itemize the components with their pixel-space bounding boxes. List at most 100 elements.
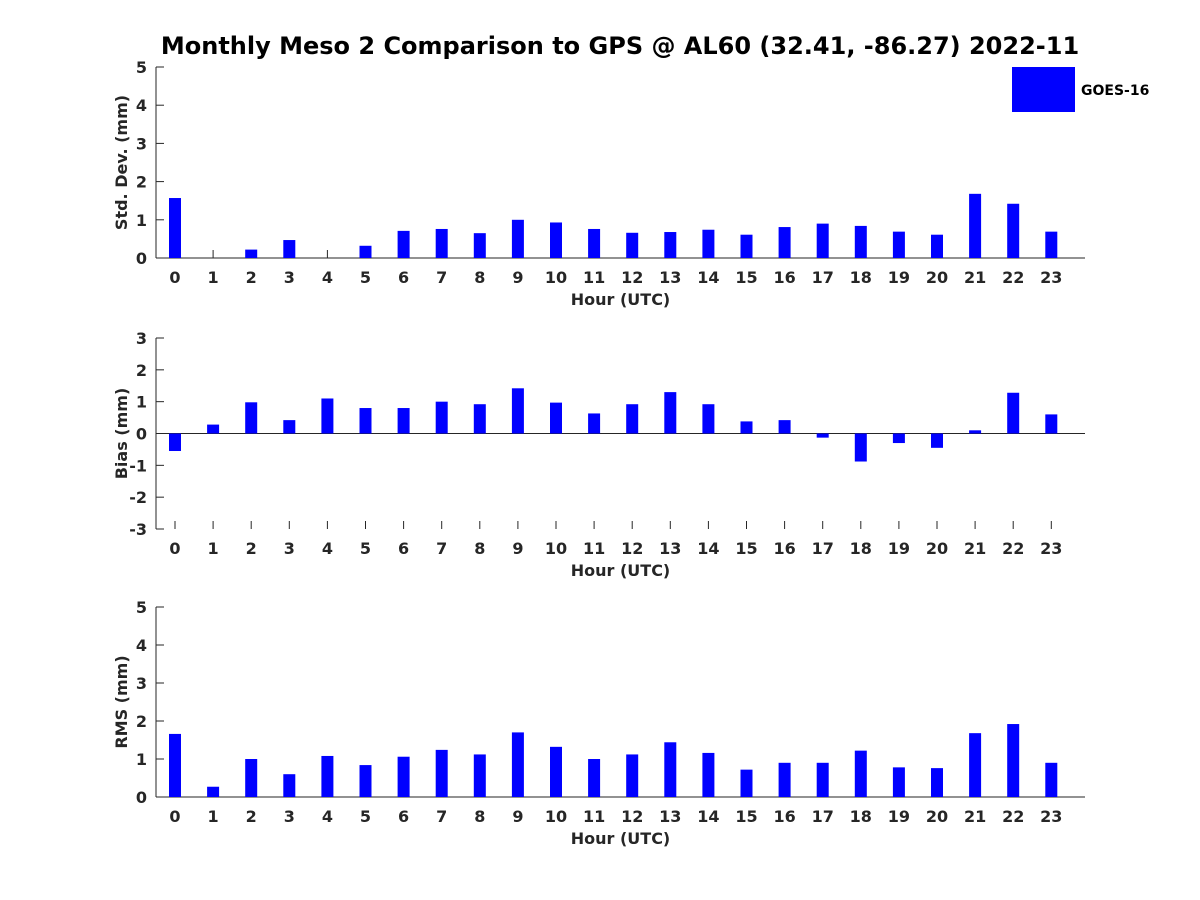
x-tick-label: 13 xyxy=(659,807,681,826)
x-tick-label: 9 xyxy=(512,539,523,558)
bar-hour-8 xyxy=(473,754,486,797)
bar-hour-11 xyxy=(588,228,601,258)
bar-hour-1 xyxy=(207,786,220,797)
bar-hour-4 xyxy=(321,755,334,797)
bar-hour-14 xyxy=(702,404,715,434)
x-tick-label: 8 xyxy=(474,807,485,826)
x-tick-label: 12 xyxy=(621,539,643,558)
x-tick-label: 18 xyxy=(850,268,872,287)
bar-hour-11 xyxy=(588,759,601,797)
legend-label: GOES-16 xyxy=(1081,83,1149,99)
x-tick-label: 17 xyxy=(812,539,834,558)
x-tick-label: 23 xyxy=(1040,539,1062,558)
bar-hour-9 xyxy=(511,219,524,258)
bar-hour-3 xyxy=(283,240,296,258)
bar-hour-8 xyxy=(473,404,486,434)
x-tick-label: 14 xyxy=(697,807,719,826)
x-tick-label: 20 xyxy=(926,807,948,826)
bar-hour-18 xyxy=(854,750,867,797)
y-tick-label: 2 xyxy=(136,712,147,731)
x-tick-label: 16 xyxy=(773,807,795,826)
x-tick-label: 11 xyxy=(583,268,605,287)
bar-hour-9 xyxy=(511,732,524,797)
y-tick-label: 1 xyxy=(136,750,147,769)
y-tick-label: -2 xyxy=(129,488,147,507)
y-tick-label: 3 xyxy=(136,674,147,693)
bar-hour-19 xyxy=(892,433,905,444)
bar-hour-0 xyxy=(169,733,181,797)
bar-hour-15 xyxy=(740,769,753,797)
x-tick-label: 5 xyxy=(360,539,371,558)
bar-hour-8 xyxy=(473,233,486,258)
bar-hour-15 xyxy=(740,234,753,258)
x-axis-label: Hour (UTC) xyxy=(571,829,671,848)
x-tick-label: 16 xyxy=(773,268,795,287)
bar-hour-7 xyxy=(435,228,448,258)
x-tick-label: 12 xyxy=(621,268,643,287)
bar-hour-16 xyxy=(778,762,791,797)
bar-hour-15 xyxy=(740,421,753,434)
bar-hour-18 xyxy=(854,225,867,258)
bar-hour-6 xyxy=(397,230,410,258)
x-tick-label: 19 xyxy=(888,807,910,826)
bar-hour-22 xyxy=(1007,203,1020,258)
bar-hour-0 xyxy=(169,433,181,452)
y-tick-label: 3 xyxy=(136,329,147,348)
x-tick-label: 9 xyxy=(512,268,523,287)
x-tick-label: 13 xyxy=(659,539,681,558)
bar-hour-2 xyxy=(245,249,258,258)
bar-hour-20 xyxy=(931,234,943,258)
bar-hour-12 xyxy=(626,232,639,258)
x-tick-label: 10 xyxy=(545,539,567,558)
bar-hour-19 xyxy=(892,767,905,797)
y-tick-label: 5 xyxy=(136,58,147,77)
x-tick-label: 6 xyxy=(398,539,409,558)
x-tick-label: 7 xyxy=(436,539,447,558)
x-tick-label: 3 xyxy=(284,268,295,287)
bar-hour-5 xyxy=(359,408,372,434)
x-tick-label: 11 xyxy=(583,539,605,558)
x-tick-label: 21 xyxy=(964,807,986,826)
bar-hour-20 xyxy=(931,768,943,797)
bar-hour-22 xyxy=(1007,392,1020,434)
x-tick-label: 8 xyxy=(474,268,485,287)
bar-hour-17 xyxy=(816,223,829,258)
y-tick-label: -1 xyxy=(129,456,147,475)
x-tick-label: 4 xyxy=(322,539,333,558)
y-tick-label: 2 xyxy=(136,361,147,380)
x-tick-label: 9 xyxy=(512,807,523,826)
x-tick-label: 1 xyxy=(208,539,219,558)
bar-hour-23 xyxy=(1045,762,1058,797)
x-tick-label: 19 xyxy=(888,539,910,558)
x-tick-label: 22 xyxy=(1002,807,1024,826)
bar-hour-19 xyxy=(892,231,905,258)
bar-hour-10 xyxy=(550,402,562,434)
x-tick-label: 14 xyxy=(697,539,719,558)
x-tick-label: 15 xyxy=(735,268,757,287)
bar-hour-7 xyxy=(435,401,448,434)
bar-hour-6 xyxy=(397,756,410,797)
x-tick-label: 19 xyxy=(888,268,910,287)
y-axis-label: Bias (mm) xyxy=(112,388,131,480)
x-tick-label: 18 xyxy=(850,807,872,826)
x-tick-label: 4 xyxy=(322,807,333,826)
x-tick-label: 3 xyxy=(284,807,295,826)
x-tick-label: 23 xyxy=(1040,268,1062,287)
bar-hour-13 xyxy=(664,232,677,258)
x-tick-label: 2 xyxy=(246,539,257,558)
x-tick-label: 22 xyxy=(1002,268,1024,287)
legend: GOES-16 xyxy=(1012,67,1149,112)
x-tick-label: 1 xyxy=(208,807,219,826)
x-tick-label: 10 xyxy=(545,268,567,287)
x-tick-label: 3 xyxy=(284,539,295,558)
figure-title: Monthly Meso 2 Comparison to GPS @ AL60 … xyxy=(161,32,1079,60)
x-tick-label: 5 xyxy=(360,807,371,826)
x-tick-label: 1 xyxy=(208,268,219,287)
x-tick-label: 10 xyxy=(545,807,567,826)
bar-hour-11 xyxy=(588,413,601,434)
x-tick-label: 14 xyxy=(697,268,719,287)
x-tick-label: 15 xyxy=(735,807,757,826)
bar-hour-16 xyxy=(778,227,791,258)
